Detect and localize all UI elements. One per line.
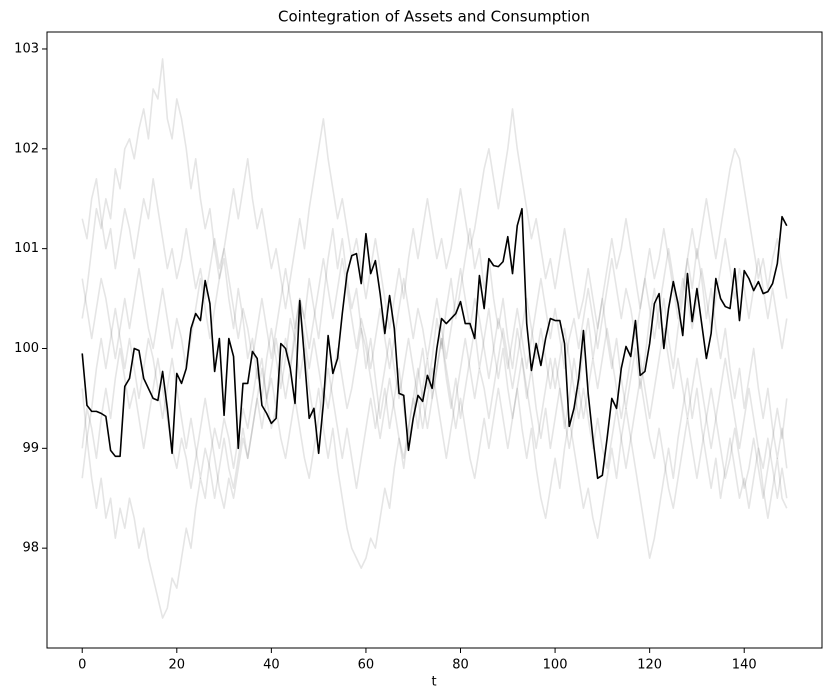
series-line — [81, 297, 788, 500]
y-tick-label: 99 — [22, 441, 39, 456]
series-line — [81, 108, 788, 330]
y-tick-label: 101 — [14, 241, 39, 256]
series-line — [81, 58, 788, 469]
x-axis-label: t — [431, 675, 436, 690]
y-tick-label: 102 — [14, 141, 39, 156]
x-tick-label: 120 — [637, 658, 662, 673]
plot-frame — [46, 31, 823, 649]
y-tick-label: 100 — [14, 341, 39, 356]
x-tick-label: 0 — [78, 658, 86, 673]
x-tick-label: 140 — [732, 658, 757, 673]
x-tick-label: 20 — [169, 658, 186, 673]
series-line — [81, 327, 788, 510]
y-tick-label: 103 — [14, 41, 39, 56]
x-tick-label: 40 — [263, 658, 280, 673]
series-line — [81, 207, 788, 480]
series-line — [81, 307, 788, 619]
x-tick-label: 100 — [543, 658, 568, 673]
x-tick-label: 80 — [452, 658, 469, 673]
x-tick-label: 60 — [358, 658, 375, 673]
y-tick-label: 98 — [22, 541, 39, 556]
series-line — [81, 237, 788, 380]
chart-title: Cointegration of Assets and Consumption — [278, 8, 590, 26]
